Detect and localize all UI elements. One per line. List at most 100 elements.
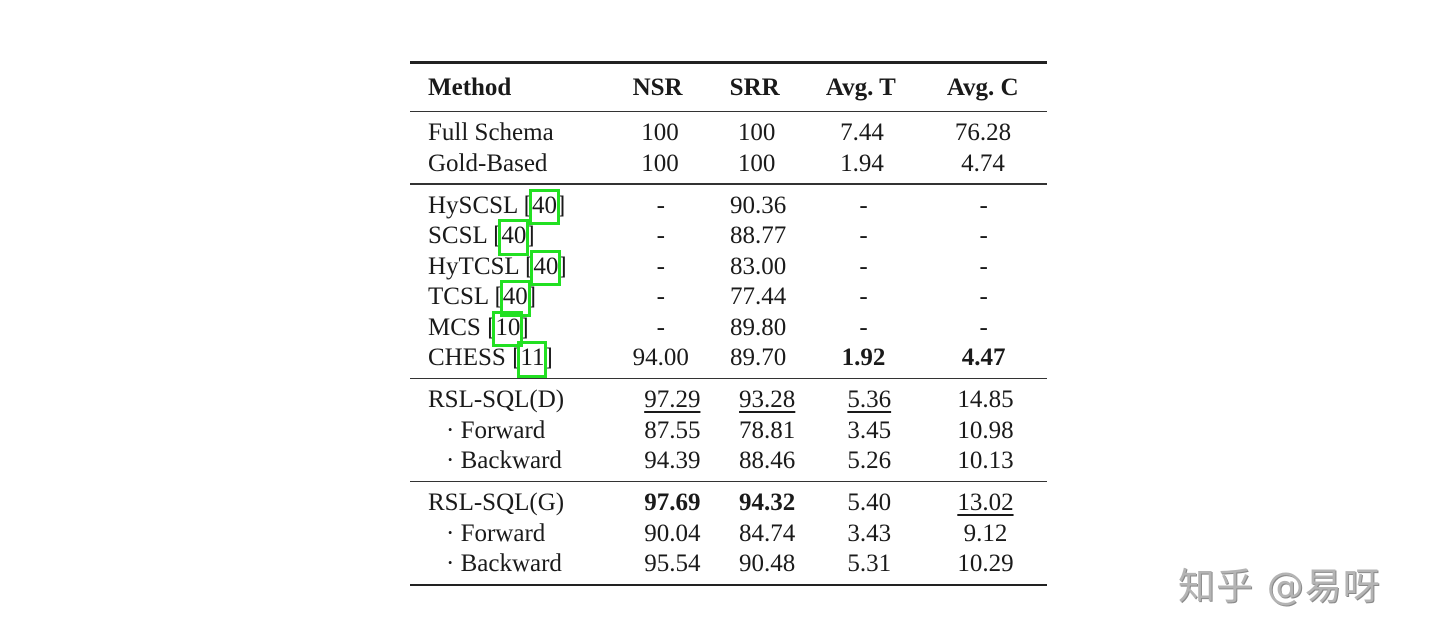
avg-t-cell: - [859, 191, 868, 219]
method-cell: CHESS [11] [410, 341, 612, 378]
avg-c-cell: 4.74 [961, 149, 1005, 177]
method-cell: · Forward [446, 519, 546, 547]
avg-t-cell: 3.45 [847, 416, 892, 444]
avg-t-cell: - [859, 252, 868, 280]
srr-cell: 90.36 [729, 191, 787, 219]
highlight-box [499, 280, 531, 317]
bottom-rule [410, 583, 1047, 586]
nsr-cell: - [656, 191, 665, 219]
table-row: · Forward 87.55 78.81 3.45 10.98 [410, 416, 1047, 447]
table-row: HySCSL [40] - 90.36 - - [410, 185, 1047, 225]
avg-c-cell: 10.13 [957, 447, 1014, 474]
avg-c-cell: - [979, 313, 988, 341]
table-row: TCSL [40] - 77.44 - - [410, 280, 1047, 317]
table-row: CHESS [11] 94.00 89.70 1.92 4.47 [410, 341, 1047, 378]
nsr-cell: 100 [641, 119, 679, 146]
method-name: HySCSL [428, 191, 518, 219]
value-second-best: 5.36 [847, 386, 892, 413]
table-row: · Backward 95.54 90.48 5.31 10.29 [410, 549, 1047, 584]
nsr-cell: 90.04 [644, 519, 701, 547]
avg-c-cell: 14.85 [957, 386, 1014, 413]
avg-c-cell: 10.98 [957, 416, 1014, 444]
header-nsr: NSR [632, 73, 683, 101]
citation-link[interactable]: 40 [498, 219, 530, 256]
avg-t-cell: 3.43 [847, 519, 892, 547]
nsr-cell: - [656, 222, 665, 249]
srr-cell-best: 94.32 [739, 489, 796, 516]
srr-cell: 88.77 [729, 222, 787, 249]
srr-cell: 88.46 [739, 447, 796, 474]
srr-cell: 84.74 [739, 519, 796, 547]
avg-c-cell: - [979, 191, 988, 219]
citation-link[interactable]: 40 [530, 249, 562, 286]
method-cell: · Backward [446, 550, 562, 577]
avg-t-cell: - [859, 313, 868, 341]
nsr-cell: 97.29 [625, 379, 720, 416]
table-row: SCSL [40] - 88.77 - - [410, 219, 1047, 256]
nsr-cell: - [656, 283, 665, 310]
avg-t-cell: - [859, 222, 868, 249]
table-row: MCS [10] - 89.80 - - [410, 310, 1047, 347]
avg-c-cell: 9.12 [963, 519, 1008, 547]
method-cell: MCS [10] [410, 310, 612, 347]
srr-cell: 93.28 [720, 379, 815, 416]
method-cell: SCSL [40] [410, 219, 612, 256]
group-rule [410, 183, 1047, 185]
value-second-best: 93.28 [739, 386, 796, 413]
srr-cell: 89.70 [729, 344, 787, 371]
nsr-cell: 100 [641, 149, 679, 177]
table-row: HyTCSL [40] - 83.00 - - [410, 249, 1047, 286]
avg-t-cell: 7.44 [840, 119, 884, 146]
citation-number: 40 [531, 191, 557, 219]
citation-number: 40 [501, 222, 527, 249]
avg-c-cell: 76.28 [954, 119, 1012, 146]
header-srr: SRR [729, 73, 780, 101]
citation-number: 10 [495, 313, 521, 341]
srr-cell: 83.00 [729, 252, 787, 280]
method-cell: RSL-SQL(G) [428, 489, 565, 516]
avg-t-cell: 5.26 [847, 447, 892, 474]
table-row: RSL-SQL(D) 97.29 93.28 5.36 14.85 [410, 379, 1047, 416]
table-row: Full Schema 100 100 7.44 76.28 [410, 112, 1047, 149]
table-group-rsl-sql-d: RSL-SQL(D) 97.29 93.28 5.36 14.85 · Forw… [410, 379, 1047, 481]
table-group-prior-methods: HySCSL [40] - 90.36 - - SCSL [40] - 88.7… [410, 185, 1047, 378]
table-row: · Forward 90.04 84.74 3.43 9.12 [410, 519, 1047, 550]
citation-number: 11 [520, 344, 545, 371]
highlight-box [492, 310, 524, 347]
nsr-cell: 94.00 [632, 344, 689, 371]
method-cell: · Backward [446, 447, 562, 474]
group-rule [410, 377, 1047, 379]
method-cell: HySCSL [40] [410, 185, 612, 225]
avg-c-cell: - [979, 283, 988, 310]
watermark: 知乎 @易呀 [1178, 565, 1381, 608]
avg-c-cell: 10.29 [957, 550, 1014, 577]
header-row: Method NSR SRR Avg. T Avg. C [410, 64, 1047, 111]
method-cell: Full Schema [428, 119, 554, 146]
table-group-baselines: Full Schema 100 100 7.44 76.28 Gold-Base… [410, 112, 1047, 183]
method-cell: Gold-Based [428, 149, 548, 177]
citation-link[interactable]: 40 [528, 188, 560, 225]
citation-link[interactable]: 40 [499, 280, 531, 317]
method-cell: · Forward [446, 416, 546, 444]
top-rule [410, 61, 1047, 64]
method-name: CHESS [428, 344, 506, 371]
highlight-box [498, 219, 530, 256]
header-avg-c: Avg. C [946, 73, 1019, 101]
nsr-cell: 87.55 [644, 416, 701, 444]
highlight-box [530, 249, 562, 286]
table-row: · Backward 94.39 88.46 5.26 10.13 [410, 446, 1047, 481]
nsr-cell: 94.39 [644, 447, 701, 474]
method-name: HyTCSL [428, 252, 519, 280]
method-cell: RSL-SQL(D) [428, 386, 565, 413]
highlight-box [517, 341, 548, 378]
avg-c-cell: - [979, 252, 988, 280]
srr-cell: 90.48 [739, 550, 796, 577]
highlight-box [528, 188, 560, 225]
results-table: Method NSR SRR Avg. T Avg. C Full Schema… [410, 61, 1047, 586]
group-rule [410, 480, 1047, 482]
citation-link[interactable]: 11 [517, 341, 548, 378]
citation-number: 40 [502, 283, 528, 310]
srr-cell: 77.44 [729, 283, 787, 310]
avg-t-cell: 5.40 [847, 489, 892, 516]
citation-link[interactable]: 10 [492, 310, 524, 347]
